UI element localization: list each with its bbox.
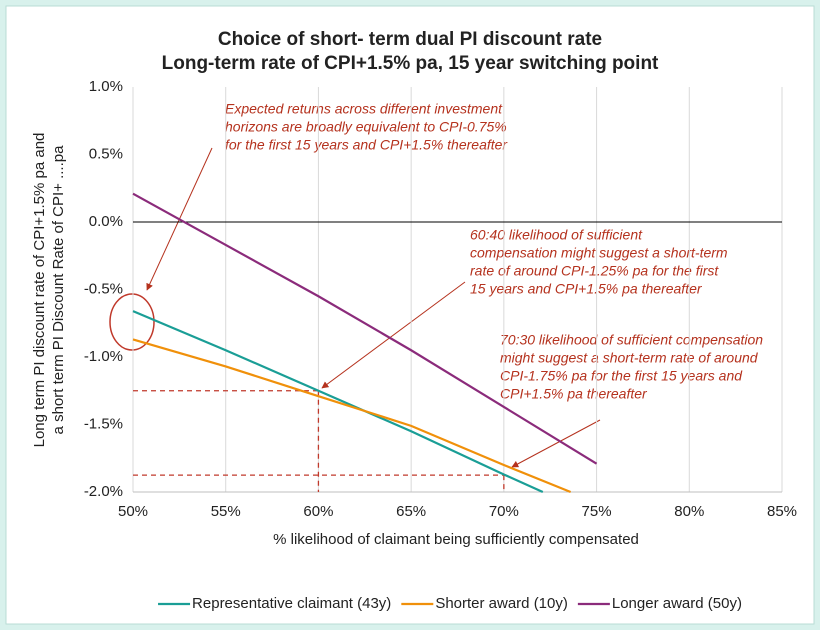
annotation: 15 years and CPI+1.5% pa thereafter: [470, 281, 703, 297]
annotation: Expected returns across different invest…: [225, 101, 503, 117]
y-tick-label: 1.0%: [89, 78, 123, 95]
x-tick-label: 75%: [582, 503, 612, 520]
x-tick-label: 70%: [489, 503, 519, 520]
annotation: compensation might suggest a short-term: [470, 245, 728, 261]
annotation: rate of around CPI-1.25% pa for the firs…: [470, 263, 719, 279]
y-tick-label: -2.0%: [84, 483, 123, 500]
x-tick-label: 55%: [211, 503, 241, 520]
legend-label: Representative claimant (43y): [192, 595, 391, 612]
annotation: might suggest a short-term rate of aroun…: [500, 350, 759, 366]
x-tick-label: 80%: [674, 503, 704, 520]
annotation: 60:40 likelihood of sufficient: [470, 227, 643, 243]
series-line: [132, 192, 598, 465]
legend-item: Shorter award (10y): [401, 595, 568, 612]
annotation: for the first 15 years and CPI+1.5% ther…: [225, 137, 508, 153]
legend-label: Longer award (50y): [612, 595, 742, 612]
annotations: Expected returns across different invest…: [225, 101, 763, 402]
y-tick-label: 0.0%: [89, 213, 123, 230]
x-axis-label: % likelihood of claimant being sufficien…: [273, 531, 639, 548]
arrow: [321, 281, 466, 389]
y-axis-label-line: a short term PI Discount Rate of CPI+ ..…: [50, 145, 67, 435]
legend-item: Longer award (50y): [577, 595, 742, 612]
chart-title: Long-term rate of CPI+1.5% pa, 15 year s…: [162, 53, 659, 74]
y-axis-label-line: Long term PI discount rate of CPI+1.5% p…: [31, 133, 48, 448]
y-axis-label: Long term PI discount rate of CPI+1.5% p…: [31, 133, 67, 448]
x-tick-label: 85%: [767, 503, 797, 520]
legend-label: Shorter award (10y): [435, 595, 568, 612]
legend-item: Representative claimant (43y): [158, 595, 391, 612]
annotation: CPI-1.75% pa for the first 15 years and: [500, 368, 743, 384]
y-tick-label: -1.0%: [84, 348, 123, 365]
annotation: CPI+1.5% pa thereafter: [500, 386, 648, 402]
chart-title: Choice of short- term dual PI discount r…: [218, 29, 602, 50]
highlight-circle: [109, 293, 155, 351]
x-tick-label: 65%: [396, 503, 426, 520]
y-tick-label: -1.5%: [84, 415, 123, 432]
annotation: 70:30 likelihood of sufficient compensat…: [500, 332, 763, 348]
series-line: [132, 338, 572, 494]
y-tick-label: 0.5%: [89, 145, 123, 162]
x-tick-label: 50%: [118, 503, 148, 520]
x-tick-label: 60%: [303, 503, 333, 520]
annotation: horizons are broadly equivalent to CPI-0…: [225, 119, 507, 135]
arrow: [511, 419, 601, 468]
y-tick-label: -0.5%: [84, 280, 123, 297]
